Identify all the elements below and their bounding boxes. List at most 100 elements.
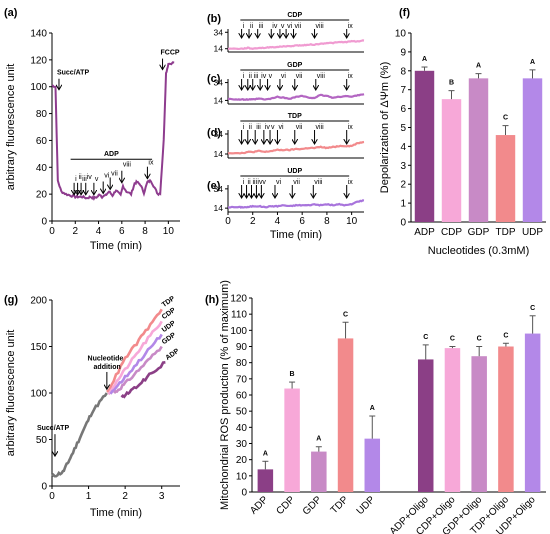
panel-label-e: (e)	[207, 180, 221, 192]
x-tick-label-f: UDP	[522, 227, 543, 238]
bar-h-9	[498, 346, 514, 492]
event-label-b: iv	[272, 23, 278, 30]
bar-f-3	[495, 135, 516, 222]
bar-f-2	[468, 78, 489, 222]
sig-letter-f: A	[422, 56, 427, 63]
y-tick-label-h: 40	[236, 423, 248, 434]
bar-h-7	[444, 348, 461, 492]
event-label-d: ii	[249, 124, 253, 131]
event-label-a: vii	[111, 170, 118, 177]
bar-h-4	[364, 438, 381, 492]
event-label-e: v	[262, 179, 266, 186]
x-tick-label-f: ADP	[414, 227, 435, 238]
event-label-e: i	[243, 179, 245, 186]
event-label-a: ii	[79, 174, 83, 181]
event-label-c: vii	[296, 73, 303, 80]
y-tick-label-h: 110	[231, 310, 247, 321]
x-axis-title-e: Time (min)	[270, 229, 322, 241]
x-tick-label-f: TDP	[496, 227, 516, 238]
bracket-label-e: UDP	[287, 168, 302, 175]
y-tick-label-h: 100	[230, 326, 247, 337]
event-label-c: vi	[281, 73, 287, 80]
annotation-label-a: Succ/ATP	[57, 70, 89, 77]
trace-line-c	[227, 93, 365, 101]
sig-letter-h: C	[477, 336, 482, 343]
series-label-g-2: CDP	[161, 307, 177, 321]
x-tick-label-e: 8	[324, 216, 330, 227]
y-tick-label-g: 0	[41, 482, 47, 493]
y-tick-label-g: 100	[30, 389, 47, 400]
x-tick-label-g: 2	[122, 491, 128, 502]
y-tick-label-d: 34	[214, 129, 224, 139]
panel-label-a: (a)	[4, 7, 18, 19]
bracket-label-c: GDP	[287, 62, 303, 69]
x-tick-label-g: 1	[86, 491, 92, 502]
y-tick-label-f: 9	[400, 47, 406, 58]
sig-letter-h: C	[423, 334, 428, 341]
event-label-b: ii	[250, 23, 254, 30]
x-tick-label-a: 6	[119, 226, 125, 237]
y-tick-label-f: 3	[400, 161, 406, 172]
x-tick-label-a: 10	[163, 226, 175, 237]
y-tick-label-a: 100	[30, 82, 47, 93]
event-label-a: vi	[104, 172, 110, 179]
x-tick-label-a: 8	[142, 226, 148, 237]
y-tick-label-h: 20	[236, 455, 248, 466]
y-tick-label-h: 120	[230, 294, 247, 305]
y-tick-label-c: 34	[214, 78, 224, 88]
sig-letter-h: A	[263, 450, 268, 457]
y-tick-label-f: 2	[400, 180, 406, 191]
y-tick-label-h: 30	[236, 439, 248, 450]
x-tick-label-f: CDP	[441, 227, 462, 238]
sig-letter-h: C	[343, 311, 348, 318]
x-tick-label-h: UDP	[355, 494, 378, 517]
event-label-e: ii	[248, 179, 252, 186]
y-tick-label-e: 14	[214, 203, 224, 213]
x-tick-label-h: GDP	[301, 494, 324, 517]
trace-line-a	[51, 61, 175, 201]
y-tick-label-h: 70	[236, 374, 248, 385]
x-tick-label-e: 0	[225, 216, 231, 227]
bar-h-1	[284, 388, 300, 492]
event-label-a: iv	[87, 174, 93, 181]
x-axis-title-f: Nucleotides (0.3mM)	[428, 245, 529, 257]
x-tick-label-e: 10	[346, 216, 358, 227]
annotation-label-g: Succ/ATP	[37, 425, 69, 432]
x-tick-label-a: 4	[96, 226, 102, 237]
event-label-b: v	[281, 23, 285, 30]
event-label-c: iv	[261, 73, 267, 80]
annotation-label-a: FCCP	[161, 50, 180, 57]
bar-f-0	[414, 70, 435, 222]
panel-label-h: (h)	[205, 294, 219, 306]
y-tick-label-a: 60	[36, 136, 48, 147]
y-tick-label-a: 80	[36, 109, 48, 120]
trace-line-e	[227, 199, 365, 209]
event-label-b: vi	[287, 23, 293, 30]
y-tick-label-a: 140	[30, 29, 47, 40]
x-tick-label-h: ADP	[248, 494, 271, 517]
series-line-g-3	[109, 333, 163, 395]
event-label-e: iii	[252, 179, 257, 186]
event-label-e: vi	[276, 179, 282, 186]
y-tick-label-h: 50	[236, 407, 248, 418]
bar-h-6	[417, 359, 434, 492]
annotation-label-g: Nucleotide	[88, 355, 124, 362]
y-tick-label-h: 0	[241, 488, 247, 499]
series-label-g-3: UDP	[161, 320, 177, 334]
event-label-c: viii	[317, 73, 326, 80]
x-tick-label-g: 0	[49, 491, 55, 502]
series-line-g-2	[107, 320, 163, 396]
event-label-c: ix	[348, 73, 354, 80]
y-tick-label-f: 7	[400, 85, 406, 96]
series-label-g-5: ADP	[165, 348, 181, 362]
y-tick-label-f: 4	[400, 142, 406, 153]
y-tick-label-g: 50	[36, 435, 48, 446]
event-label-d: i	[243, 124, 245, 131]
event-label-a: ix	[148, 160, 154, 167]
event-label-d: viii	[316, 124, 325, 131]
y-tick-label-a: 40	[36, 163, 48, 174]
series-label-g-4: GDP	[161, 332, 178, 347]
event-label-b: vii	[295, 23, 302, 30]
bar-f-1	[441, 99, 462, 222]
